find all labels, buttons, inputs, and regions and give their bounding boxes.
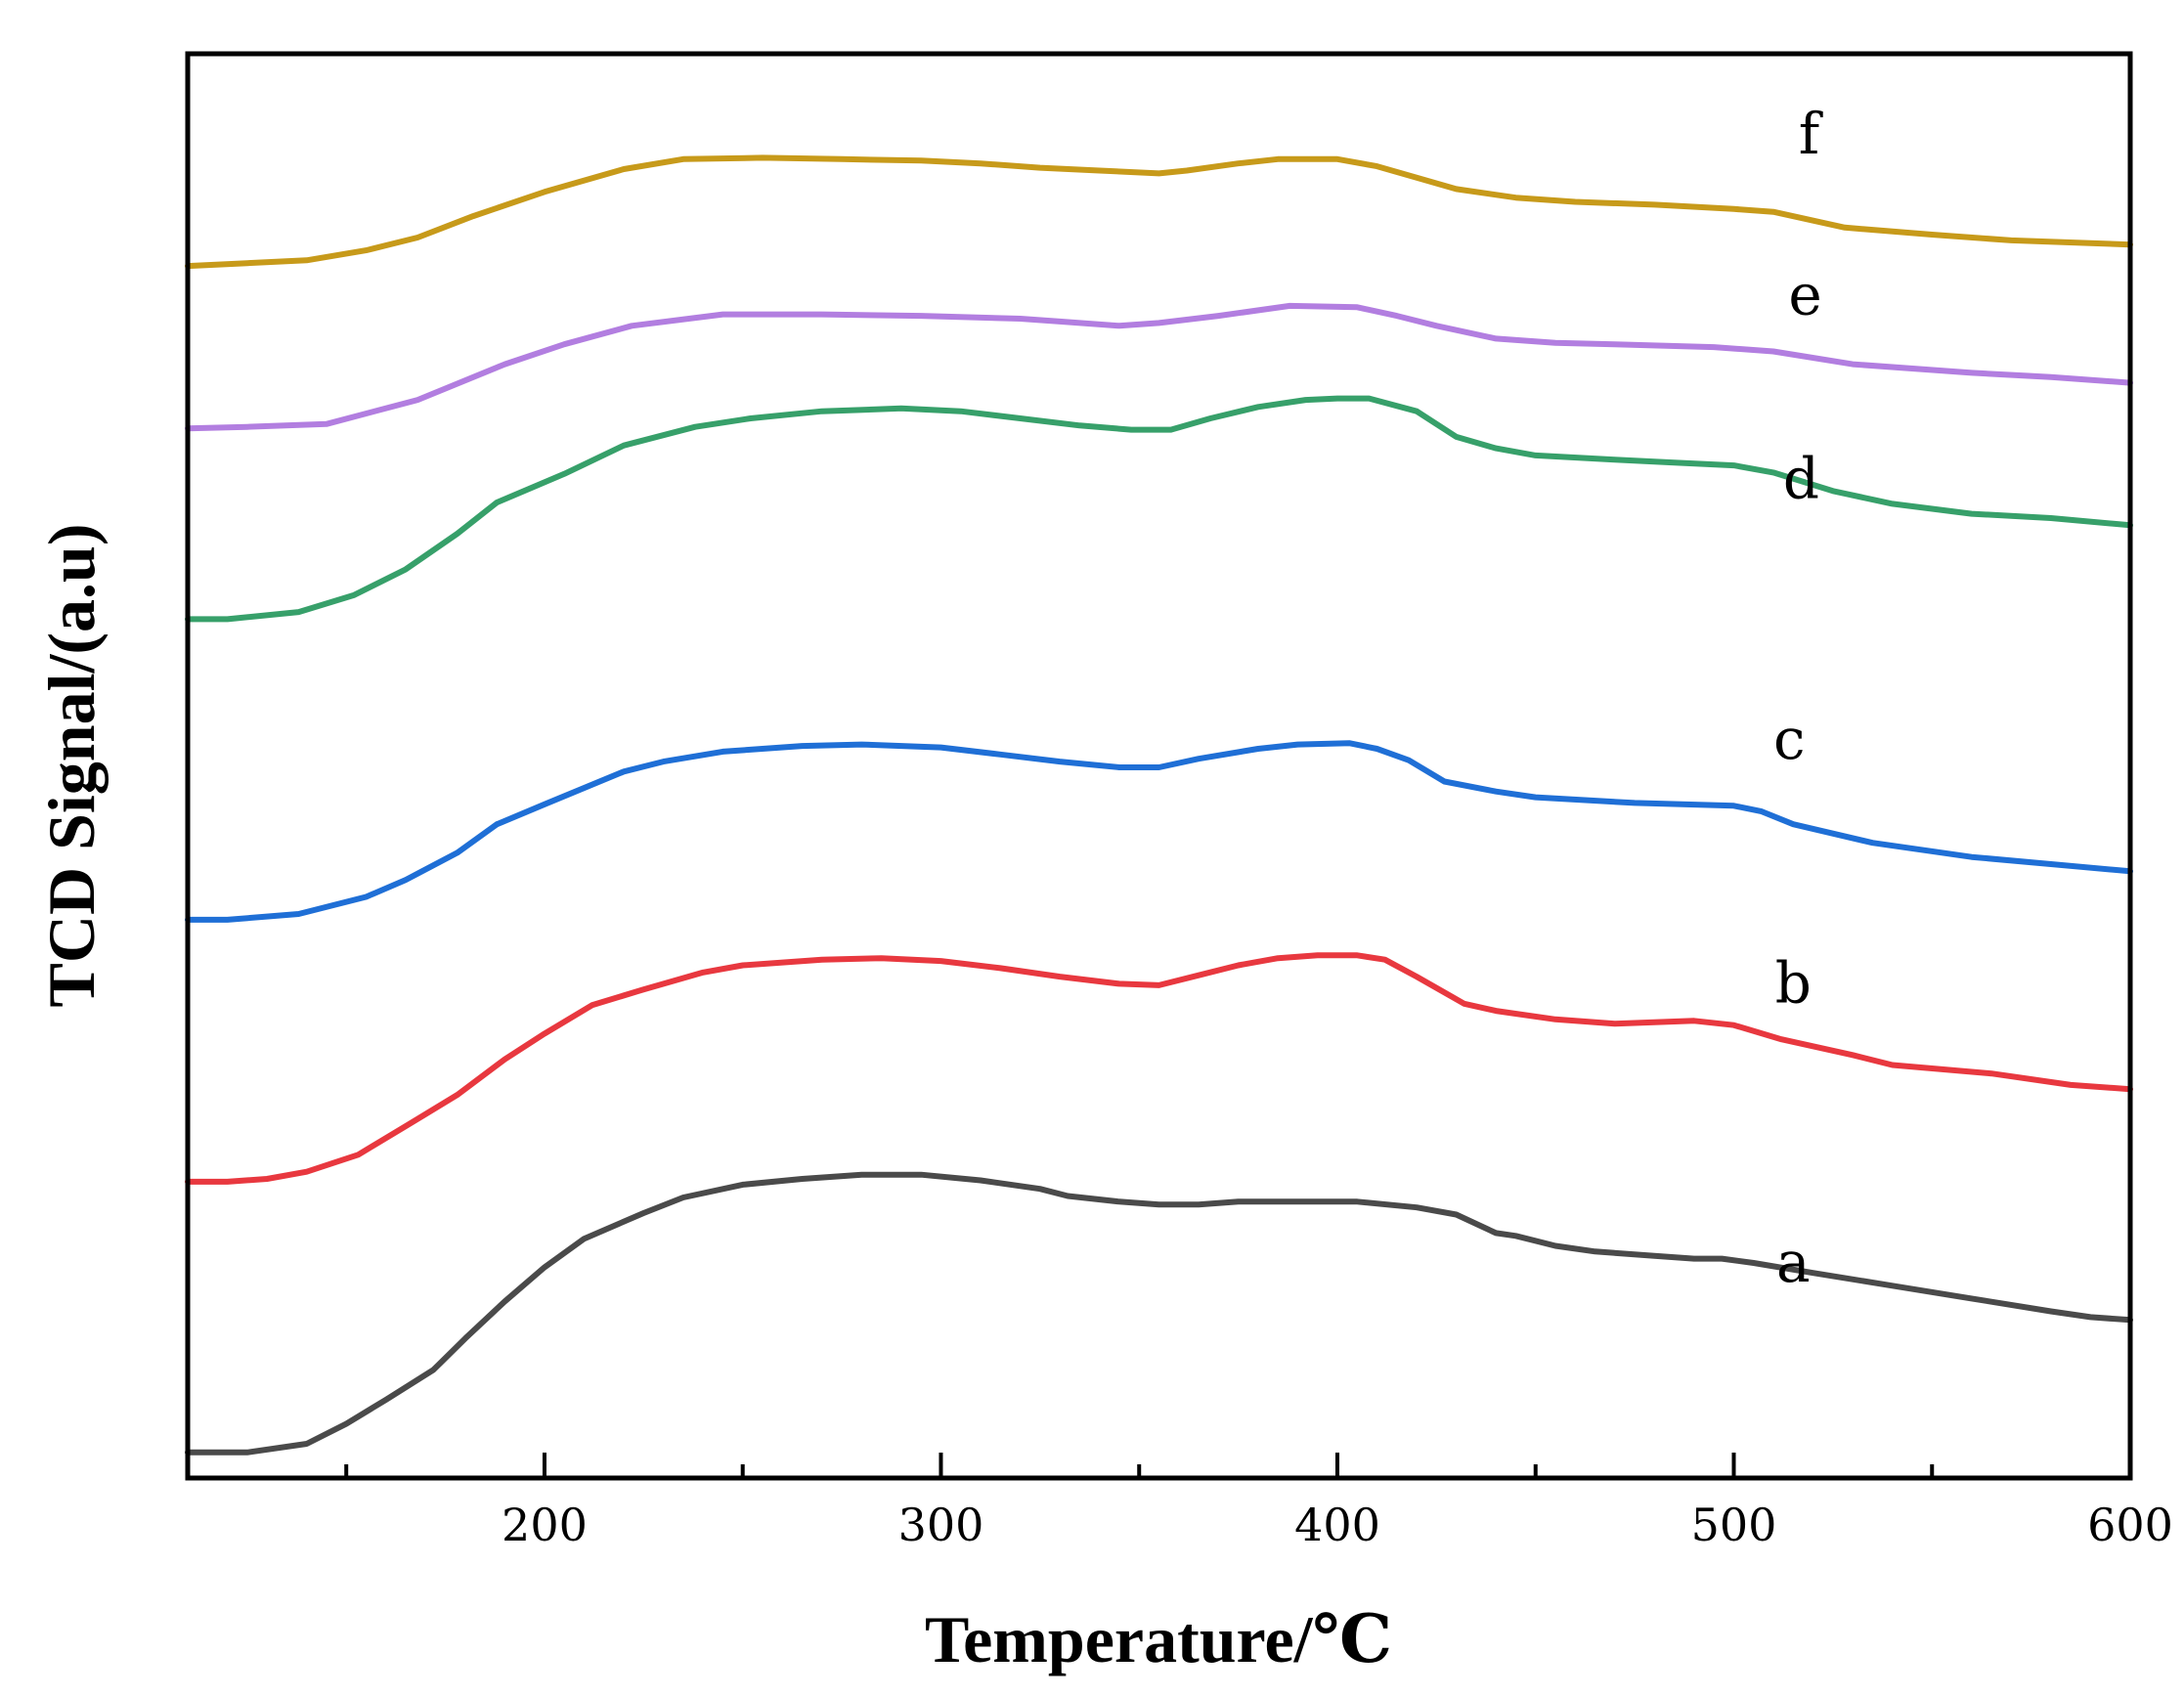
series-label-a: a xyxy=(1776,1229,1811,1295)
series-line-a xyxy=(185,1171,2133,1456)
x-tick-label: 400 xyxy=(1294,1499,1380,1551)
series-label-c: c xyxy=(1773,706,1805,772)
series-label-d: d xyxy=(1783,446,1819,512)
series-line-f xyxy=(185,154,2133,270)
series-line-d xyxy=(185,395,2133,623)
series-labels: a b c d e f xyxy=(1773,101,1823,1295)
series-label-e: e xyxy=(1788,262,1821,328)
x-axis-ticks: 200 300 400 500 600 xyxy=(344,1453,2173,1551)
x-tick-label: 500 xyxy=(1691,1499,1777,1551)
series-line-b xyxy=(185,952,2133,1185)
series-label-b: b xyxy=(1775,949,1812,1016)
x-tick-label: 600 xyxy=(2087,1499,2173,1551)
plot-frame xyxy=(185,51,2133,1481)
x-tick-label: 200 xyxy=(502,1499,588,1551)
series-line-e xyxy=(185,302,2133,432)
series-line-c xyxy=(185,740,2133,923)
x-axis-title: Temperature/℃ xyxy=(925,1602,1392,1676)
series-lines xyxy=(185,154,2133,1456)
y-axis-title: TCD Signal/(a.u) xyxy=(34,524,109,1008)
x-tick-label: 300 xyxy=(898,1499,984,1551)
series-label-f: f xyxy=(1799,101,1823,167)
